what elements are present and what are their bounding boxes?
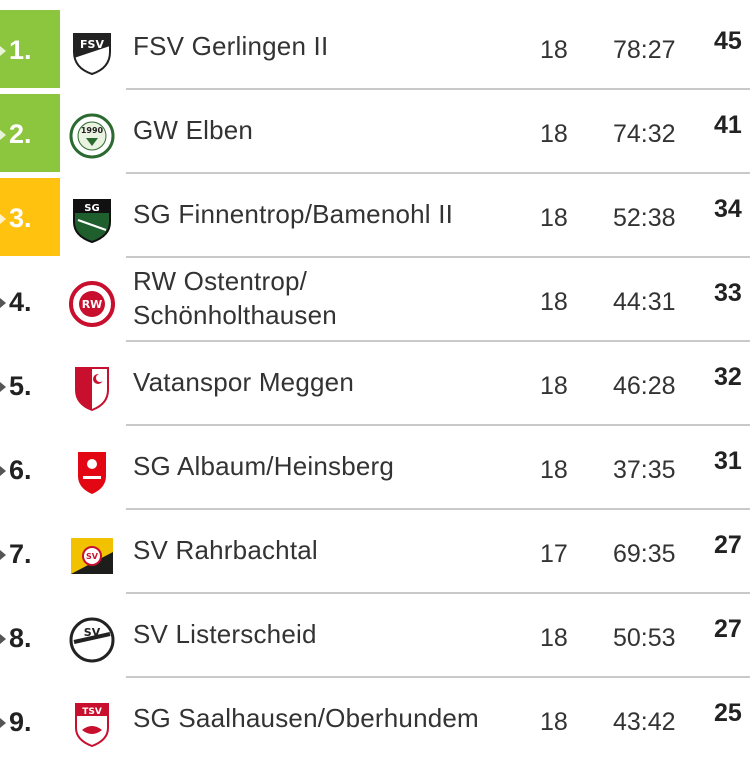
- team-name[interactable]: SG Saalhausen/Oberhundem: [133, 703, 479, 733]
- points: 33: [714, 279, 742, 307]
- table-row[interactable]: 9. TSV SG Saalhausen/Oberhundem 18 43:42…: [0, 682, 750, 766]
- rank-marker-icon: [0, 466, 6, 476]
- games-played: 18: [540, 288, 568, 316]
- rank-badge: 5.: [0, 346, 60, 424]
- rank-number: 6.: [9, 455, 32, 485]
- team-name-line: Schönholthausen: [133, 300, 337, 330]
- goal-difference: 74:32: [613, 120, 676, 148]
- rank-marker-icon: [0, 214, 6, 224]
- row-divider: [126, 424, 750, 426]
- sv-rahrbachtal-crest-icon: SV: [71, 538, 113, 574]
- svg-text:TSV: TSV: [82, 707, 102, 717]
- goal-difference: 50:53: [613, 624, 676, 652]
- table-row[interactable]: 6. SG Albaum/Heinsberg 18 37:35 31: [0, 430, 750, 514]
- svg-text:SV: SV: [84, 626, 101, 639]
- row-divider: [126, 676, 750, 678]
- row-divider: [126, 340, 750, 342]
- rank-badge: 7.: [0, 514, 60, 592]
- row-divider: [126, 592, 750, 594]
- svg-text:FSV: FSV: [80, 38, 104, 51]
- team-name-line: RW Ostentrop/: [133, 266, 308, 296]
- table-row[interactable]: 4. RW RW Ostentrop/ Schönholthausen 18 4…: [0, 262, 750, 346]
- rank-marker-icon: [0, 634, 6, 644]
- table-row[interactable]: 2. 1990 GW Elben 18 74:32 41: [0, 94, 750, 178]
- rank-marker-icon: [0, 550, 6, 560]
- table-row[interactable]: 5. Vatanspor Meggen 18 46:28 32: [0, 346, 750, 430]
- tsv-saalhausen-crest-icon: TSV: [75, 703, 109, 748]
- rank-number: 3.: [9, 203, 32, 233]
- games-played: 18: [540, 372, 568, 400]
- points: 41: [714, 111, 742, 139]
- rank-badge: 2.: [0, 94, 60, 172]
- row-divider: [126, 88, 750, 90]
- points: 32: [714, 363, 742, 391]
- sv-listerscheid-crest-icon: SV: [69, 617, 115, 663]
- rank-marker-icon: [0, 718, 6, 728]
- points: 31: [714, 447, 742, 475]
- games-played: 18: [540, 624, 568, 652]
- games-played: 17: [540, 540, 568, 568]
- rank-badge: 8.: [0, 598, 60, 676]
- table-row[interactable]: 3. SG SG Finnentrop/Bamenohl II 18 52:38…: [0, 178, 750, 262]
- table-row[interactable]: 7. SV SV Rahrbachtal 17 69:35 27: [0, 514, 750, 598]
- rank-badge: 1.: [0, 10, 60, 88]
- team-name[interactable]: SV Rahrbachtal: [133, 535, 318, 565]
- rank-number: 1.: [9, 35, 32, 65]
- team-name[interactable]: GW Elben: [133, 115, 254, 145]
- rank-marker-icon: [0, 46, 6, 56]
- sg-finnentrop-crest-icon: SG: [73, 199, 111, 244]
- games-played: 18: [540, 204, 568, 232]
- rank-number: 4.: [9, 287, 32, 317]
- goal-difference: 52:38: [613, 204, 676, 232]
- goal-difference: 37:35: [613, 456, 676, 484]
- svg-text:SV: SV: [86, 552, 99, 561]
- rank-number: 2.: [9, 119, 32, 149]
- table-row[interactable]: 8. SV SV Listerscheid 18 50:53 27: [0, 598, 750, 682]
- svg-text:1990: 1990: [81, 126, 104, 135]
- goal-difference: 46:28: [613, 372, 676, 400]
- games-played: 18: [540, 708, 568, 736]
- points: 27: [714, 531, 742, 559]
- fsv-gerlingen-crest-icon: FSV: [73, 33, 111, 76]
- goal-difference: 43:42: [613, 708, 676, 736]
- rank-badge: 9.: [0, 682, 60, 760]
- rank-number: 5.: [9, 371, 32, 401]
- svg-text:SG: SG: [84, 203, 99, 214]
- rank-badge: 4.: [0, 262, 60, 340]
- rank-badge: 3.: [0, 178, 60, 256]
- gw-elben-crest-icon: 1990: [69, 113, 115, 159]
- sg-albaum-crest-icon: [78, 452, 106, 494]
- rank-marker-icon: [0, 130, 6, 140]
- games-played: 18: [540, 36, 568, 64]
- row-divider: [126, 172, 750, 174]
- rank-number: 7.: [9, 539, 32, 569]
- points: 27: [714, 615, 742, 643]
- team-name[interactable]: SV Listerscheid: [133, 619, 317, 649]
- rank-marker-icon: [0, 298, 6, 308]
- team-name[interactable]: SG Albaum/Heinsberg: [133, 451, 395, 481]
- games-played: 18: [540, 120, 568, 148]
- table-row[interactable]: 1. FSV FSV Gerlingen II 18 78:27 45: [0, 10, 750, 94]
- rank-number: 8.: [9, 623, 32, 653]
- goal-difference: 69:35: [613, 540, 676, 568]
- team-name[interactable]: RW Ostentrop/ Schönholthausen: [133, 264, 523, 332]
- rank-badge: 6.: [0, 430, 60, 508]
- row-divider: [126, 508, 750, 510]
- rw-ostentrop-crest-icon: RW: [69, 281, 115, 327]
- points: 34: [714, 195, 742, 223]
- rank-marker-icon: [0, 382, 6, 392]
- vatanspor-meggen-crest-icon: [75, 367, 109, 412]
- team-name[interactable]: FSV Gerlingen II: [133, 31, 329, 61]
- points: 45: [714, 27, 742, 55]
- points: 25: [714, 699, 742, 727]
- team-name[interactable]: SG Finnentrop/Bamenohl II: [133, 199, 454, 229]
- row-divider: [126, 256, 750, 258]
- svg-text:RW: RW: [82, 298, 103, 311]
- team-name[interactable]: Vatanspor Meggen: [133, 367, 354, 397]
- goal-difference: 44:31: [613, 288, 676, 316]
- goal-difference: 78:27: [613, 36, 676, 64]
- games-played: 18: [540, 456, 568, 484]
- rank-number: 9.: [9, 707, 32, 737]
